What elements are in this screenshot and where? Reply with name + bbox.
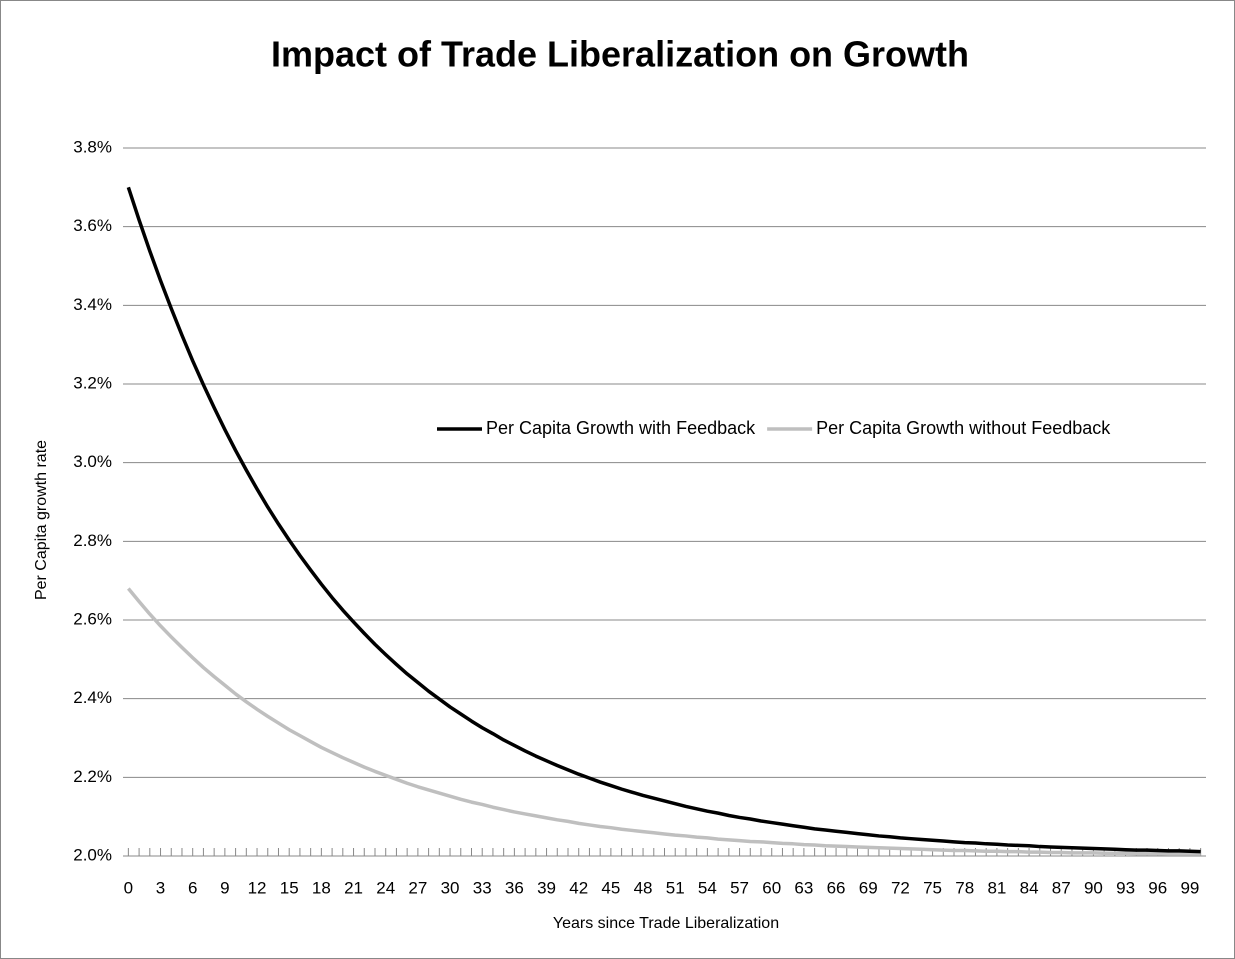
x-tick-label: 6 (188, 878, 197, 897)
legend-label: Per Capita Growth without Feedback (816, 418, 1111, 438)
x-tick-label: 36 (505, 878, 524, 897)
x-tick-label: 87 (1052, 878, 1071, 897)
legend-label: Per Capita Growth with Feedback (486, 418, 756, 438)
x-tick-label: 75 (923, 878, 942, 897)
x-tick-label: 27 (408, 878, 427, 897)
y-tick-label: 2.8% (73, 531, 112, 550)
y-tick-label: 2.2% (73, 767, 112, 786)
x-tick-label: 21 (344, 878, 363, 897)
x-tick-label: 96 (1148, 878, 1167, 897)
x-tick-label: 63 (794, 878, 813, 897)
x-tick-label: 84 (1020, 878, 1039, 897)
data-line (126, 186, 1201, 854)
y-tick-label: 3.2% (73, 373, 112, 392)
x-axis-title: Years since Trade Liberalization (553, 915, 779, 932)
x-tick-label: 9 (220, 878, 229, 897)
x-tick-label: 54 (698, 878, 717, 897)
x-tick-label: 78 (955, 878, 974, 897)
chart-title: Impact of Trade Liberalization on Growth (271, 34, 969, 75)
x-tick-label: 69 (859, 878, 878, 897)
x-tick-label: 48 (634, 878, 653, 897)
x-tick-label: 33 (473, 878, 492, 897)
y-tick-label: 3.0% (73, 452, 112, 471)
x-tick-label: 24 (376, 878, 395, 897)
x-tick-label: 51 (666, 878, 685, 897)
y-tick-label: 3.4% (73, 295, 112, 314)
y-tick-label: 2.4% (73, 688, 112, 707)
x-tick-label: 30 (441, 878, 460, 897)
x-tick-label: 3 (156, 878, 165, 897)
x-tick-label: 90 (1084, 878, 1103, 897)
y-tick-label: 2.6% (73, 609, 112, 628)
y-tick-label: 3.8% (73, 137, 112, 156)
x-tick-label: 42 (569, 878, 588, 897)
x-tick-label: 57 (730, 878, 749, 897)
y-axis-title: Per Capita growth rate (33, 440, 50, 600)
y-tick-label: 2.0% (73, 845, 112, 864)
x-tick-label: 81 (987, 878, 1006, 897)
x-tick-label: 39 (537, 878, 556, 897)
data-line (127, 587, 1201, 856)
x-tick-label: 18 (312, 878, 331, 897)
x-tick-label: 0 (124, 878, 133, 897)
x-tick-label: 93 (1116, 878, 1135, 897)
x-tick-label: 72 (891, 878, 910, 897)
x-tick-label: 99 (1180, 878, 1199, 897)
x-tick-label: 45 (601, 878, 620, 897)
x-tick-label: 12 (248, 878, 267, 897)
x-tick-label: 15 (280, 878, 299, 897)
x-tick-label: 60 (762, 878, 781, 897)
y-tick-label: 3.6% (73, 216, 112, 235)
x-tick-label: 66 (827, 878, 846, 897)
